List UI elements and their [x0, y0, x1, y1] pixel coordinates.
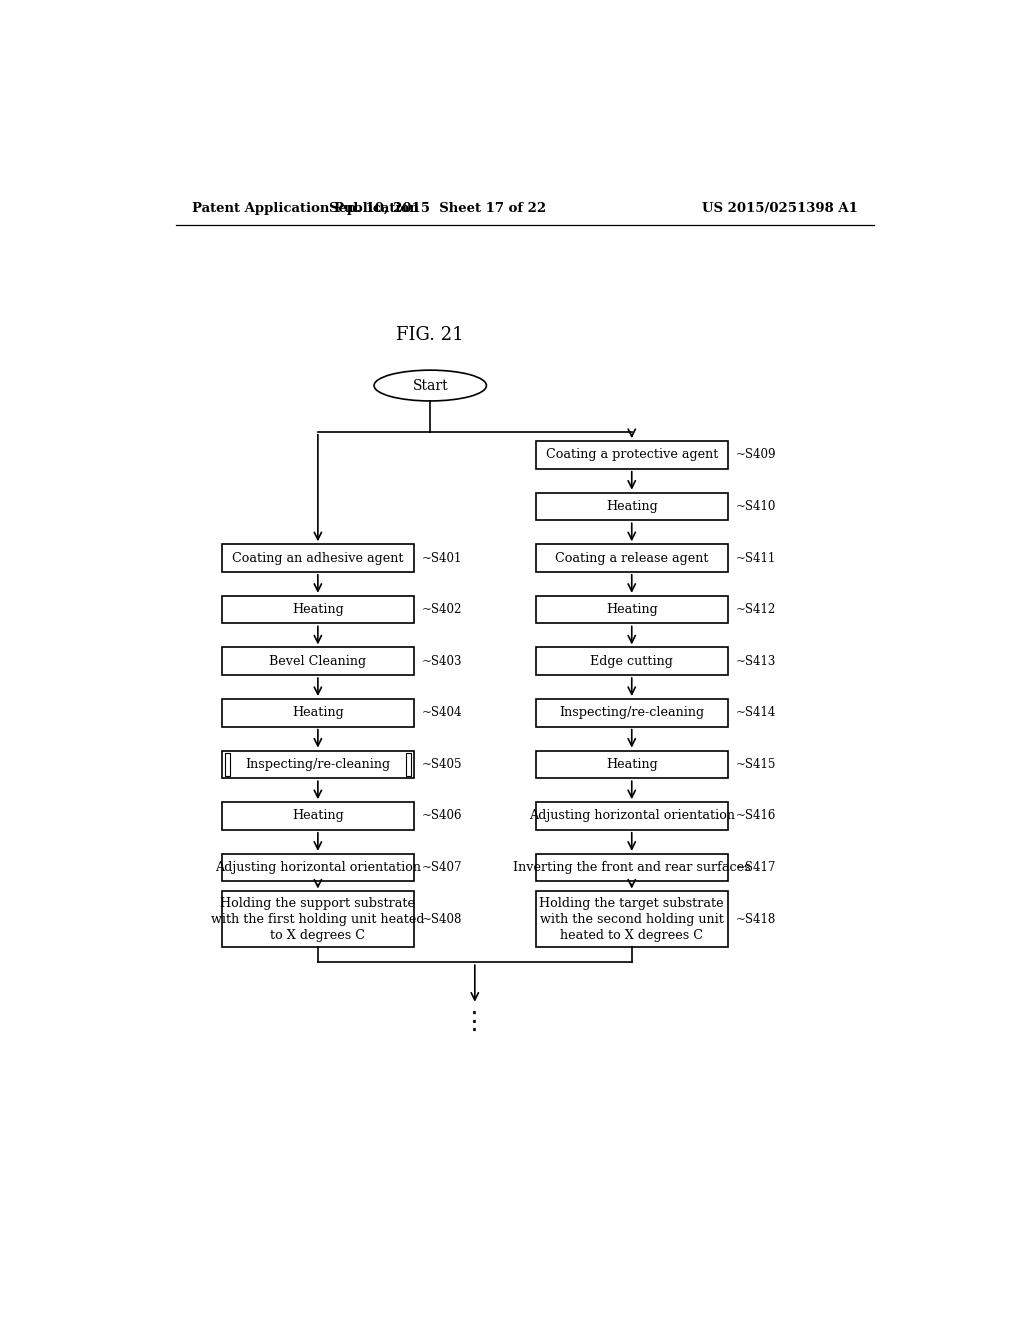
Text: Heating: Heating [292, 603, 344, 616]
Text: Heating: Heating [606, 603, 657, 616]
Text: ~S416: ~S416 [735, 809, 776, 822]
Text: Sep. 10, 2015  Sheet 17 of 22: Sep. 10, 2015 Sheet 17 of 22 [330, 202, 547, 215]
Text: Bevel Cleaning: Bevel Cleaning [269, 655, 367, 668]
Text: Adjusting horizontal orientation: Adjusting horizontal orientation [215, 861, 421, 874]
Text: Heating: Heating [292, 706, 344, 719]
FancyBboxPatch shape [222, 891, 414, 946]
FancyBboxPatch shape [222, 751, 414, 779]
Text: ~S418: ~S418 [735, 912, 776, 925]
Text: ~S414: ~S414 [735, 706, 776, 719]
FancyBboxPatch shape [222, 544, 414, 572]
Text: Inspecting/re-cleaning: Inspecting/re-cleaning [559, 706, 705, 719]
Text: Inspecting/re-cleaning: Inspecting/re-cleaning [246, 758, 390, 771]
FancyBboxPatch shape [536, 595, 728, 623]
Text: US 2015/0251398 A1: US 2015/0251398 A1 [702, 202, 858, 215]
Text: ~S412: ~S412 [735, 603, 776, 616]
Text: Coating a release agent: Coating a release agent [555, 552, 709, 565]
Text: Start: Start [413, 379, 449, 392]
Text: ~S408: ~S408 [422, 912, 462, 925]
FancyBboxPatch shape [536, 803, 728, 830]
FancyBboxPatch shape [536, 441, 728, 469]
Text: ~S404: ~S404 [422, 706, 462, 719]
Text: ~S406: ~S406 [422, 809, 462, 822]
Text: ~S401: ~S401 [422, 552, 462, 565]
FancyBboxPatch shape [407, 752, 411, 776]
FancyBboxPatch shape [536, 751, 728, 779]
Text: Heating: Heating [292, 809, 344, 822]
FancyBboxPatch shape [225, 752, 229, 776]
FancyBboxPatch shape [536, 700, 728, 726]
Text: ~S411: ~S411 [735, 552, 776, 565]
FancyBboxPatch shape [222, 647, 414, 675]
Text: Coating an adhesive agent: Coating an adhesive agent [232, 552, 403, 565]
Text: Patent Application Publication: Patent Application Publication [191, 202, 418, 215]
FancyBboxPatch shape [222, 803, 414, 830]
Text: ~S413: ~S413 [735, 655, 776, 668]
Text: Coating a protective agent: Coating a protective agent [546, 449, 718, 462]
Text: Edge cutting: Edge cutting [590, 655, 673, 668]
FancyBboxPatch shape [536, 544, 728, 572]
Text: ~S415: ~S415 [735, 758, 776, 771]
Text: ~S417: ~S417 [735, 861, 776, 874]
Text: ~S407: ~S407 [422, 861, 462, 874]
Text: FIG. 21: FIG. 21 [396, 326, 464, 345]
Text: ~S402: ~S402 [422, 603, 462, 616]
FancyBboxPatch shape [536, 891, 728, 946]
Text: ~S405: ~S405 [422, 758, 462, 771]
FancyBboxPatch shape [536, 647, 728, 675]
Text: Inverting the front and rear surfaces: Inverting the front and rear surfaces [513, 861, 751, 874]
Text: Adjusting horizontal orientation: Adjusting horizontal orientation [528, 809, 735, 822]
Text: Heating: Heating [606, 500, 657, 513]
FancyBboxPatch shape [536, 492, 728, 520]
FancyBboxPatch shape [222, 595, 414, 623]
Text: ⋮: ⋮ [462, 1010, 487, 1034]
FancyBboxPatch shape [536, 854, 728, 882]
Text: Holding the target substrate
with the second holding unit
heated to X degrees C: Holding the target substrate with the se… [540, 896, 724, 941]
Text: Holding the support substrate
with the first holding unit heated
to X degrees C: Holding the support substrate with the f… [211, 896, 425, 941]
FancyBboxPatch shape [222, 854, 414, 882]
Ellipse shape [374, 370, 486, 401]
Text: Heating: Heating [606, 758, 657, 771]
Text: ~S410: ~S410 [735, 500, 776, 513]
FancyBboxPatch shape [222, 700, 414, 726]
Text: ~S409: ~S409 [735, 449, 776, 462]
Text: ~S403: ~S403 [422, 655, 462, 668]
